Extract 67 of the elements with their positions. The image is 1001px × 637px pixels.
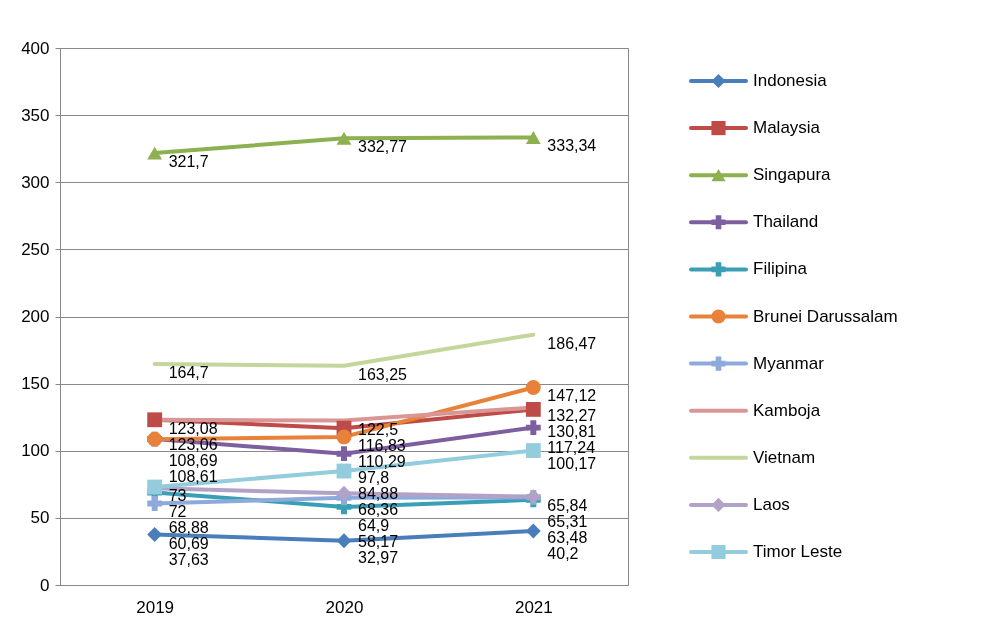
x-tick-label: 2021 xyxy=(514,597,553,617)
data-label: 186,47 xyxy=(547,334,597,352)
data-label: 122,5 xyxy=(358,420,399,438)
point xyxy=(336,533,352,549)
data-label: 100,17 xyxy=(547,455,597,473)
data-label: 64,9 xyxy=(358,516,390,534)
point xyxy=(525,380,541,395)
point xyxy=(147,496,163,511)
data-label: 73 xyxy=(168,487,187,504)
y-tick-label: 350 xyxy=(21,105,50,125)
point xyxy=(525,401,541,417)
point xyxy=(336,446,352,462)
data-label: 117,24 xyxy=(547,439,596,457)
point xyxy=(336,131,352,145)
point xyxy=(525,131,541,144)
data-label: 130,81 xyxy=(547,423,597,441)
data-label: 60,69 xyxy=(168,535,209,552)
x-tick-label: 2019 xyxy=(136,597,175,617)
y-tick-label: 0 xyxy=(40,575,50,595)
data-label: 40,2 xyxy=(547,544,579,562)
point xyxy=(336,429,352,445)
data-label: 65,31 xyxy=(547,512,588,530)
y-tick-label: 200 xyxy=(21,307,50,326)
point xyxy=(336,485,352,501)
data-label: 108,61 xyxy=(168,467,218,485)
y-tick-label: 250 xyxy=(21,239,50,259)
legend-label: Filipina xyxy=(753,259,808,279)
data-label: 108,69 xyxy=(168,451,218,469)
y-tick-label: 150 xyxy=(21,374,50,394)
legend-label: Malaysia xyxy=(753,118,821,138)
point xyxy=(147,527,163,542)
legend-label: Indonesia xyxy=(753,70,828,90)
data-label: 84,88 xyxy=(358,484,399,502)
data-label: 333,34 xyxy=(547,137,597,155)
point xyxy=(525,443,541,458)
data-label: 332,77 xyxy=(358,138,408,156)
legend-label: Kamboja xyxy=(753,400,821,420)
y-tick-label: 100 xyxy=(21,441,50,461)
data-label: 163,25 xyxy=(358,365,408,383)
data-label: 147,12 xyxy=(547,387,597,405)
legend-label: Brunei Darussalam xyxy=(753,306,898,326)
data-label: 37,63 xyxy=(168,551,209,568)
data-label: 63,48 xyxy=(547,528,588,546)
data-label: 65,84 xyxy=(547,496,588,514)
legend-label: Timor Leste xyxy=(753,542,843,562)
legend-label: Thailand xyxy=(753,212,819,232)
data-label: 164,7 xyxy=(168,363,209,381)
data-label: 132,27 xyxy=(547,407,597,425)
point xyxy=(525,523,541,539)
legend-label: Vietnam xyxy=(753,447,816,467)
point xyxy=(147,412,163,428)
data-label: 110,29 xyxy=(358,452,406,470)
point xyxy=(525,420,541,436)
x-tick-label: 2020 xyxy=(325,597,364,617)
legend-label: Myanmar xyxy=(753,353,825,373)
data-label: 321,7 xyxy=(168,153,209,171)
y-tick-label: 300 xyxy=(21,172,50,192)
y-tick-label: 400 xyxy=(21,38,50,58)
data-label: 123,08 xyxy=(168,419,218,437)
data-label: 72 xyxy=(168,503,187,520)
legend-label: Singapura xyxy=(753,165,832,185)
data-label: 97,8 xyxy=(358,468,390,486)
legend-label: Laos xyxy=(753,494,790,514)
data-label: 32,97 xyxy=(358,548,399,566)
data-label: 68,88 xyxy=(168,519,209,536)
y-tick-label: 50 xyxy=(30,508,50,528)
point xyxy=(147,146,163,160)
